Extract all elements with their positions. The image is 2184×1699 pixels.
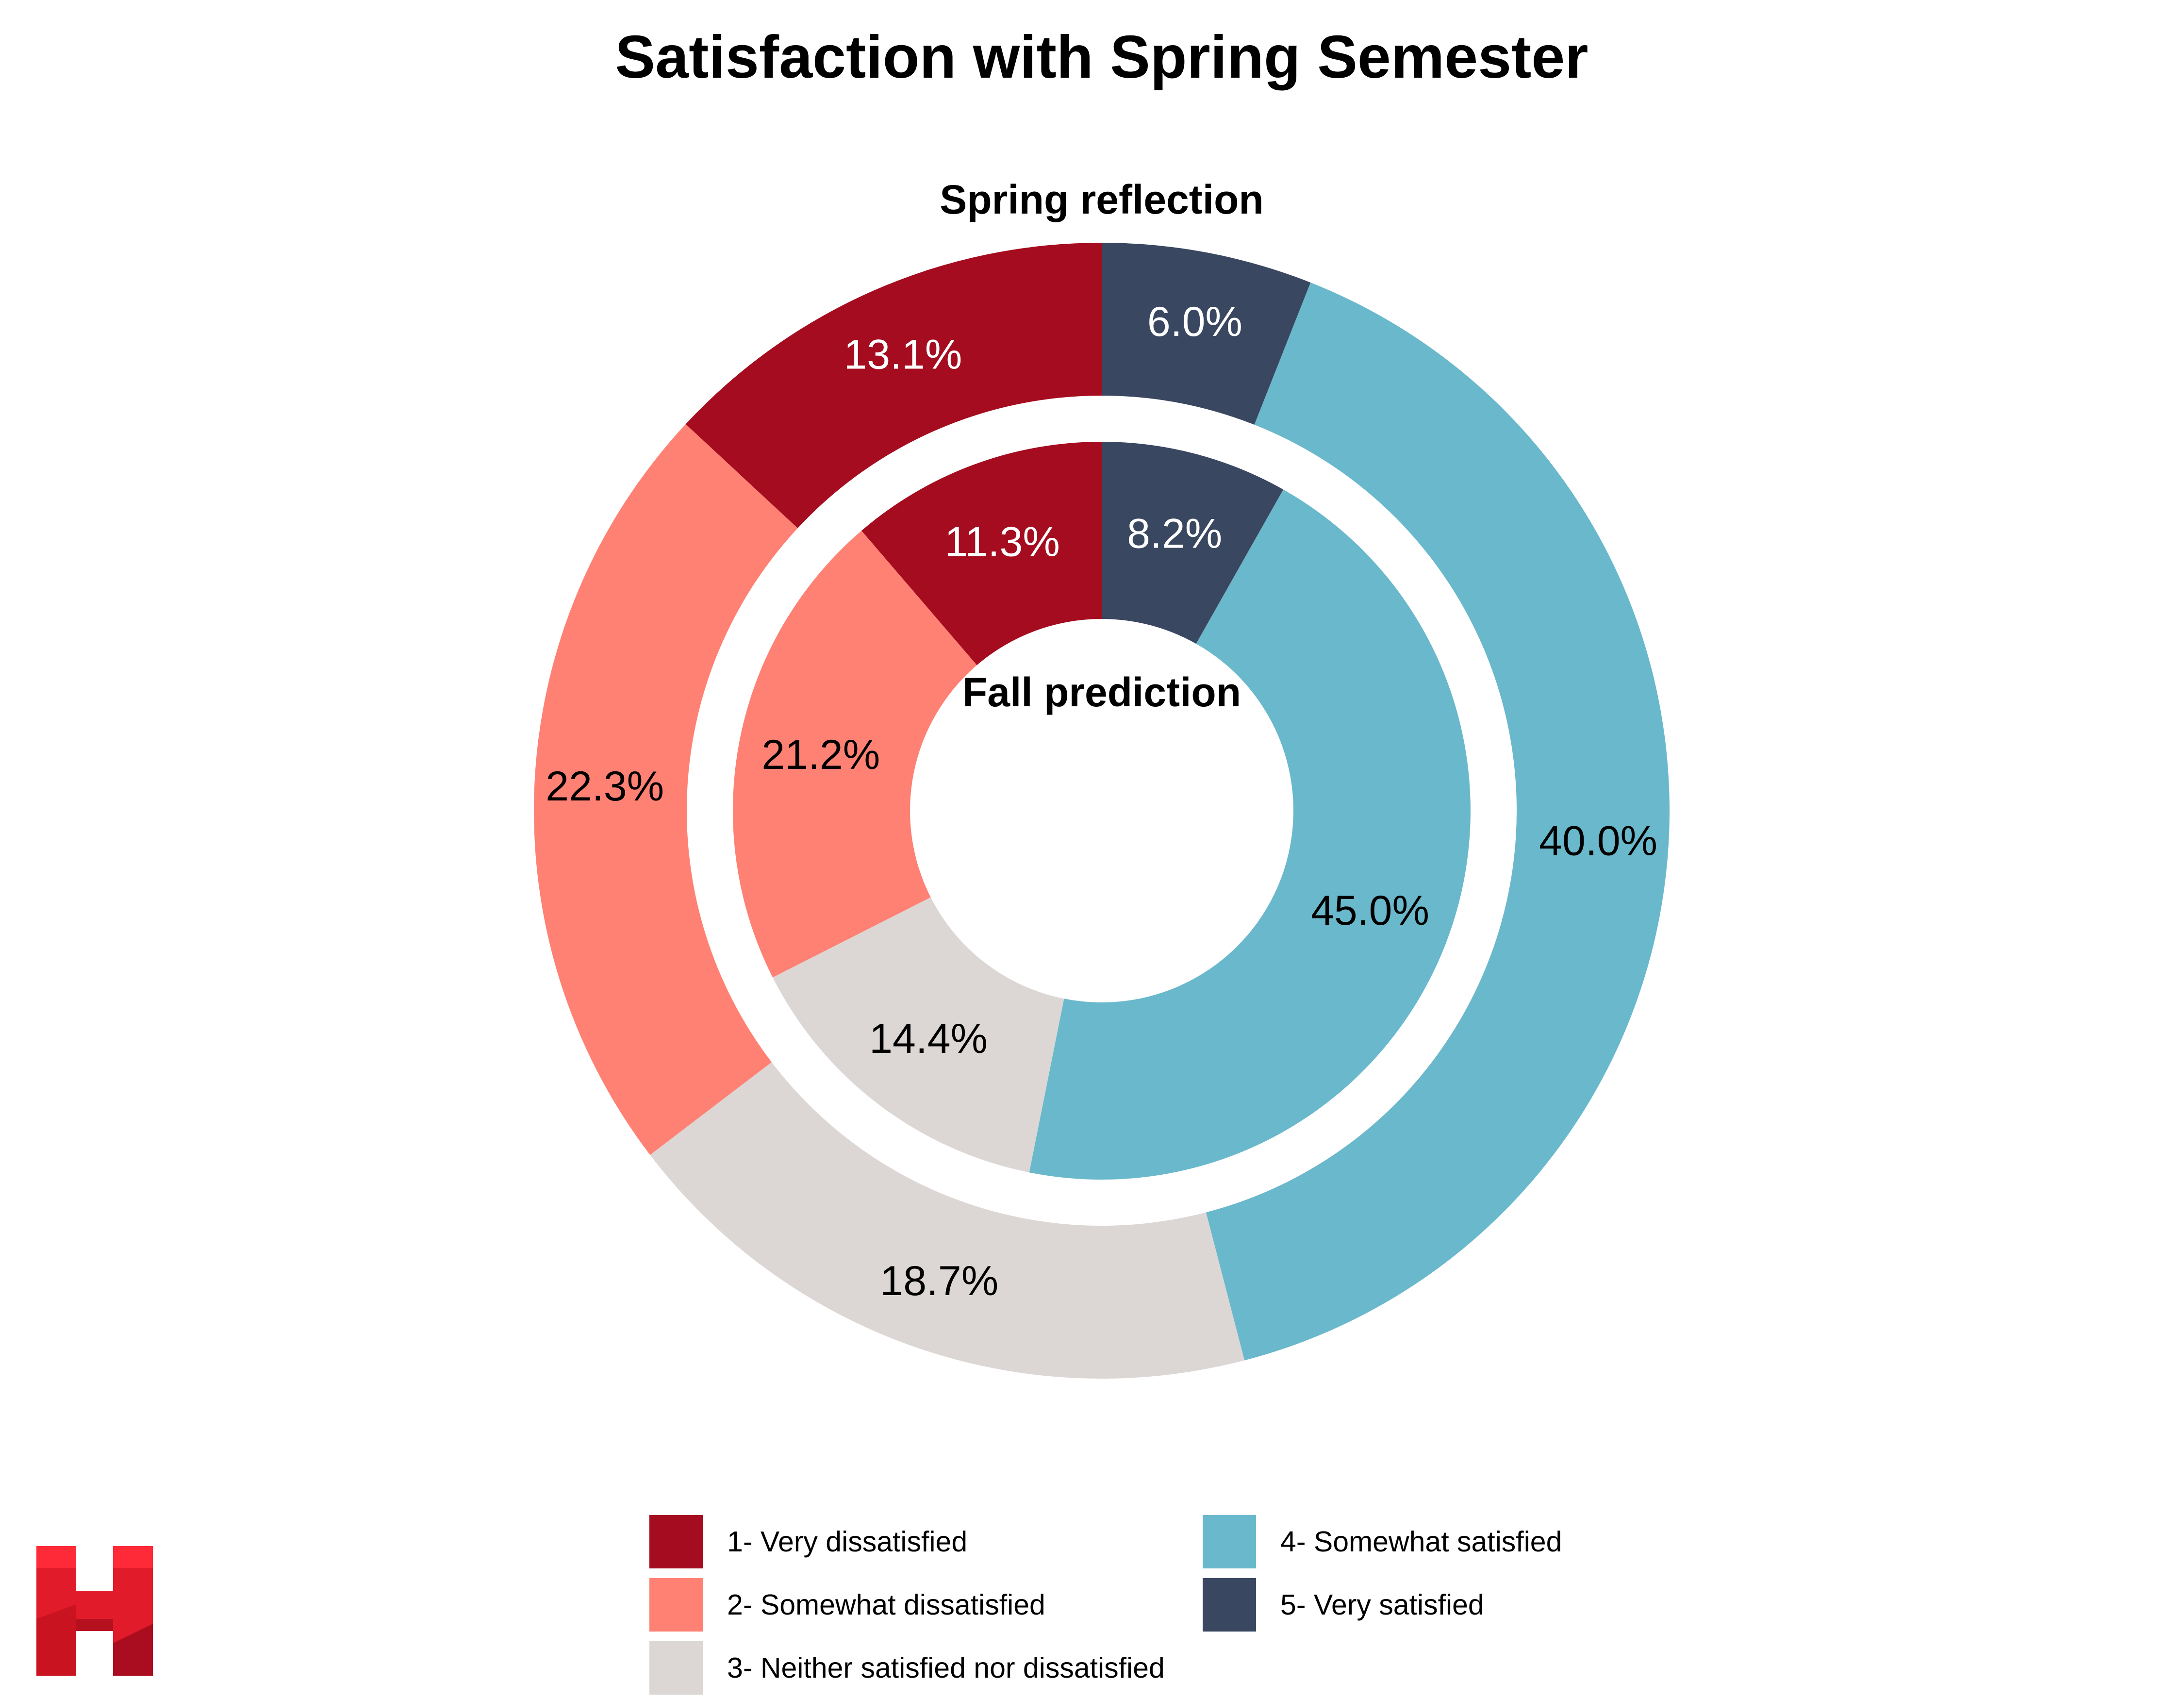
legend-item-3: 3- Neither satisfied nor dissatisfied	[649, 1641, 1165, 1695]
outer-slice-label-4: 40.0%	[1539, 818, 1657, 865]
outer-slice-label-5: 6.0%	[1147, 299, 1242, 345]
legend-item-2: 2- Somewhat dissatisfied	[649, 1578, 1045, 1632]
outer-slice-3	[650, 1062, 1245, 1379]
legend-label-3: 3- Neither satisfied nor dissatisfied	[727, 1652, 1165, 1684]
outer-slice-1	[685, 243, 1102, 529]
inner-slice-1	[861, 442, 1102, 666]
inner-slice-label-2: 21.2%	[761, 732, 880, 778]
outer-ring-title: Spring reflection	[940, 177, 1263, 222]
inner-slice-5	[1102, 442, 1284, 644]
legend-label-1: 1- Very dissatisfied	[727, 1526, 967, 1558]
inner-slice-3	[773, 897, 1064, 1173]
outer-slice-label-1: 13.1%	[844, 331, 962, 378]
inner-slice-label-3: 14.4%	[869, 1016, 988, 1062]
h-logo-icon	[36, 1546, 153, 1676]
inner-slice-2	[732, 531, 977, 978]
legend-item-5: 5- Very satisfied	[1203, 1578, 1484, 1632]
inner-slice-4	[1029, 489, 1471, 1180]
outer-slice-2	[534, 424, 798, 1155]
outer-slice-label-3: 18.7%	[880, 1258, 998, 1304]
outer-slice-4	[1206, 283, 1670, 1361]
legend-swatch-5	[1203, 1578, 1256, 1632]
legend-item-4: 4- Somewhat satisfied	[1203, 1515, 1562, 1568]
legend-item-1: 1- Very dissatisfied	[649, 1515, 967, 1568]
inner-ring	[732, 442, 1471, 1180]
legend-label-2: 2- Somewhat dissatisfied	[727, 1589, 1045, 1621]
inner-slice-label-5: 8.2%	[1127, 510, 1222, 557]
inner-ring-title: Fall prediction	[962, 669, 1241, 715]
legend-swatch-1	[649, 1515, 703, 1568]
legend-label-5: 5- Very satisfied	[1280, 1589, 1484, 1621]
outer-ring	[534, 243, 1670, 1379]
legend: 1- Very dissatisfied 2- Somewhat dissatis…	[649, 1515, 1562, 1695]
legend-label-4: 4- Somewhat satisfied	[1280, 1526, 1562, 1558]
outer-slice-label-2: 22.3%	[546, 763, 664, 810]
inner-slice-label-1: 11.3%	[944, 519, 1059, 566]
slice-labels: 13.1% 22.3% 18.7% 40.0% 6.0% 11.3% 21.2% 14.4% 4…	[546, 299, 1657, 1304]
legend-swatch-2	[649, 1578, 703, 1632]
inner-slice-label-4: 45.0%	[1311, 887, 1429, 934]
outer-slice-5	[1102, 243, 1311, 425]
legend-swatch-3	[649, 1641, 703, 1695]
chart-title: Satisfaction with Spring Semester	[615, 24, 1588, 91]
legend-swatch-4	[1203, 1515, 1256, 1568]
